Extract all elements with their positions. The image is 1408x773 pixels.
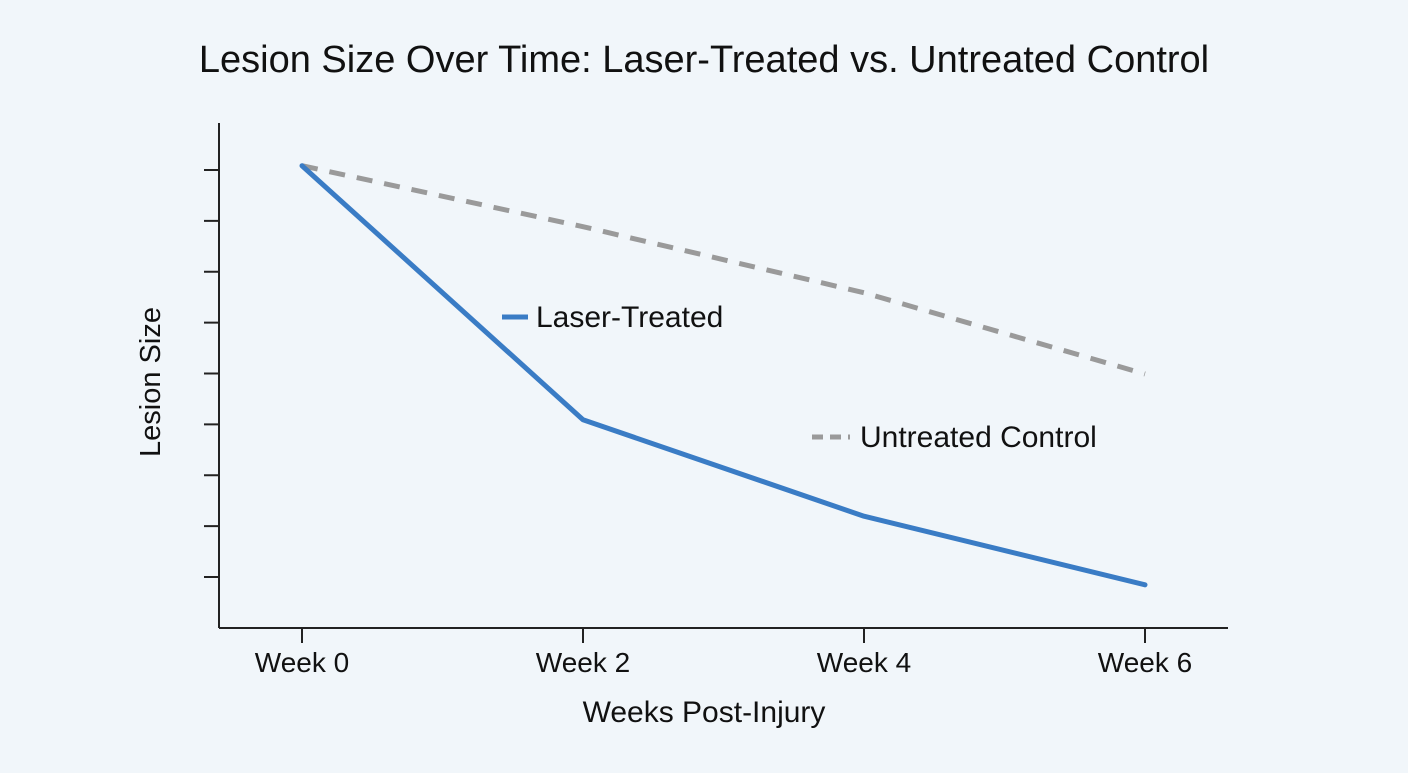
y-axis-label: Lesion Size	[135, 307, 167, 457]
series-lines	[299, 163, 1148, 588]
x-tick-label: Week 6	[1098, 647, 1192, 678]
x-tick-label: Week 4	[817, 647, 911, 678]
laser-treated-line	[299, 163, 1148, 588]
x-axis-label: Weeks Post-Injury	[583, 696, 826, 729]
legend-label: Untreated Control	[860, 421, 1097, 454]
legend: Laser-Treated Untreated Control	[502, 301, 1097, 454]
chart-title: Lesion Size Over Time: Laser-Treated vs.…	[199, 39, 1209, 81]
x-tick-label: Week 2	[536, 647, 630, 678]
axes: Week 0 Week 2 Week 4 Week 6	[204, 123, 1228, 678]
x-tick-label: Week 0	[255, 647, 349, 678]
untreated-control-line	[301, 163, 1146, 377]
legend-label: Laser-Treated	[536, 301, 723, 334]
